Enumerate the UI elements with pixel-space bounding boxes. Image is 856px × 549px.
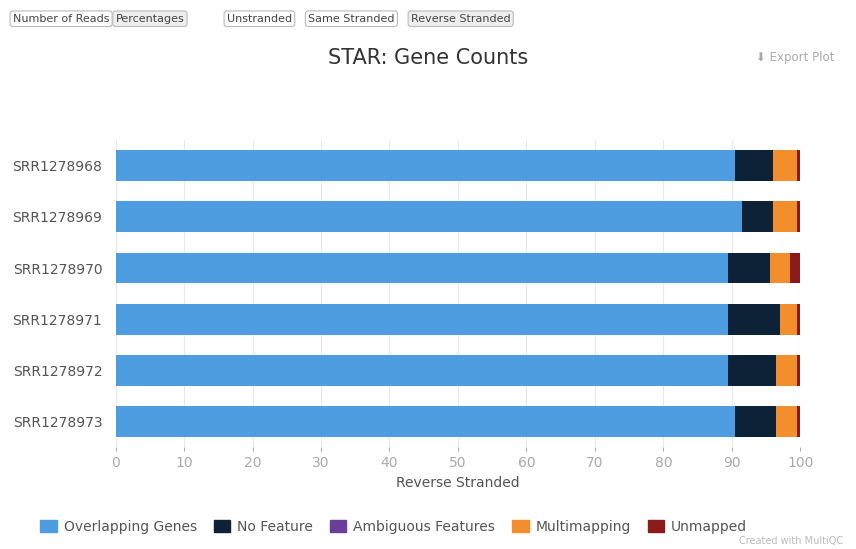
Bar bbox=[776, 406, 797, 437]
Bar bbox=[770, 253, 790, 283]
Text: STAR: Gene Counts: STAR: Gene Counts bbox=[328, 48, 528, 68]
Bar bbox=[797, 201, 800, 232]
Text: Same Stranded: Same Stranded bbox=[308, 14, 395, 24]
Text: Reverse Stranded: Reverse Stranded bbox=[411, 14, 510, 24]
Bar bbox=[742, 201, 773, 232]
Bar bbox=[780, 304, 797, 335]
Bar bbox=[116, 150, 735, 181]
Bar bbox=[116, 201, 742, 232]
Bar bbox=[797, 150, 800, 181]
Bar bbox=[773, 150, 797, 181]
Text: Percentages: Percentages bbox=[116, 14, 184, 24]
Bar bbox=[728, 304, 780, 335]
Bar bbox=[797, 304, 800, 335]
Bar bbox=[797, 355, 800, 386]
Bar bbox=[728, 355, 776, 386]
Bar bbox=[116, 406, 735, 437]
Bar bbox=[735, 150, 773, 181]
Bar bbox=[773, 201, 797, 232]
Text: Unstranded: Unstranded bbox=[227, 14, 292, 24]
Bar bbox=[116, 355, 728, 386]
X-axis label: Reverse Stranded: Reverse Stranded bbox=[396, 476, 520, 490]
Bar bbox=[116, 253, 728, 283]
Text: Number of Reads: Number of Reads bbox=[13, 14, 110, 24]
Bar bbox=[728, 253, 770, 283]
Bar bbox=[776, 355, 797, 386]
Legend: Overlapping Genes, No Feature, Ambiguous Features, Multimapping, Unmapped: Overlapping Genes, No Feature, Ambiguous… bbox=[34, 514, 753, 539]
Bar bbox=[735, 406, 776, 437]
Bar bbox=[797, 406, 800, 437]
Text: Created with MultiQC: Created with MultiQC bbox=[739, 536, 843, 546]
Bar bbox=[116, 304, 728, 335]
Bar bbox=[790, 253, 800, 283]
Text: ⬇ Export Plot: ⬇ Export Plot bbox=[756, 51, 835, 64]
